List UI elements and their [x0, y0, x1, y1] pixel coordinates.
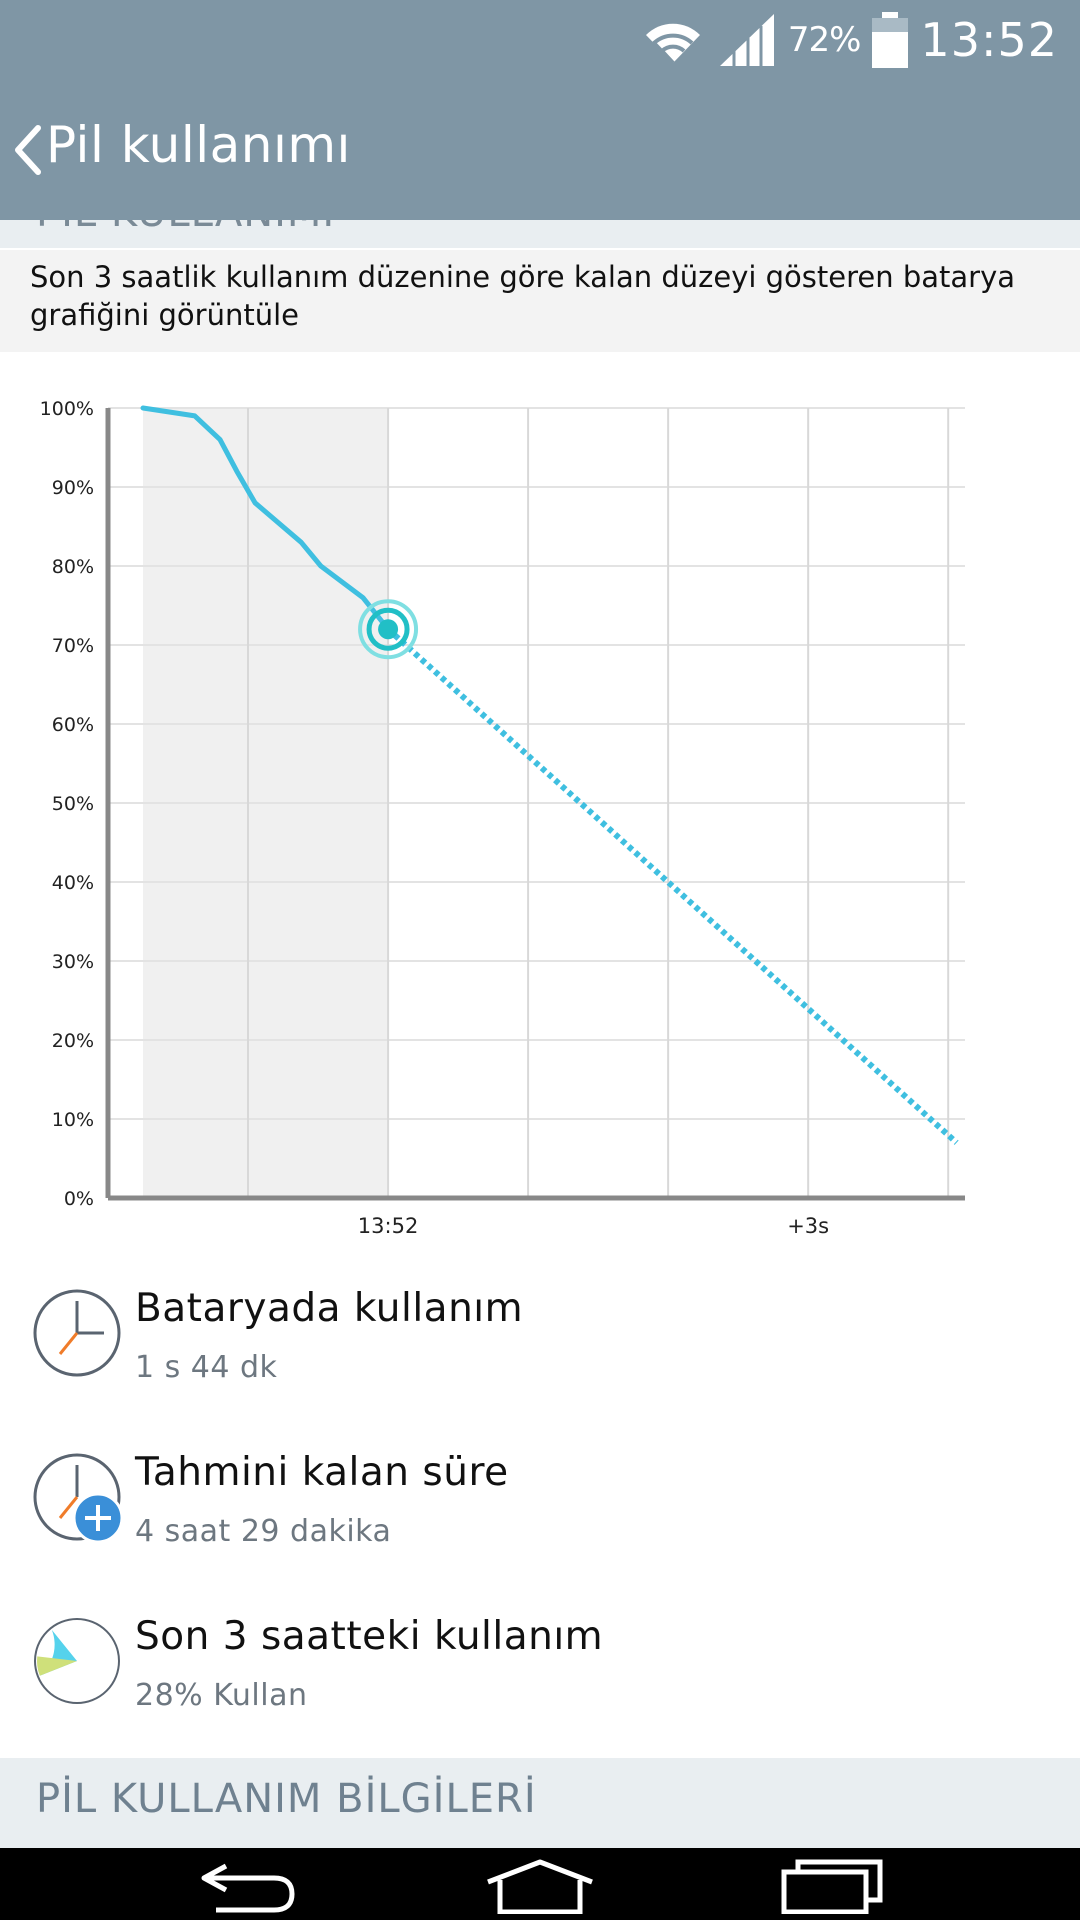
battery-percent: 72% — [787, 20, 862, 60]
status-bar: 72% 13:52 — [0, 0, 1080, 80]
page-title[interactable]: Pil kullanımı — [46, 116, 351, 174]
row-title: Son 3 saatteki kullanım — [135, 1614, 604, 1659]
navigation-bar — [0, 1848, 1080, 1920]
row-value: 28% Kullan — [135, 1678, 308, 1713]
recents-icon[interactable] — [780, 1858, 884, 1914]
app-bar: Pil kullanımı — [0, 80, 1080, 220]
y-tick-label: 90% — [52, 477, 94, 499]
back-icon[interactable] — [196, 1858, 300, 1914]
y-tick-label: 80% — [52, 556, 94, 578]
x-tick-label: +3s — [787, 1214, 829, 1238]
clock-plus-icon — [33, 1453, 124, 1544]
back-chevron-icon[interactable] — [8, 120, 48, 180]
wifi-icon — [645, 23, 700, 65]
battery-icon — [872, 12, 909, 68]
clock: 13:52 — [920, 13, 1058, 67]
y-tick-label: 40% — [52, 872, 94, 894]
row-title: Bataryada kullanım — [135, 1286, 524, 1331]
x-tick-label: 13:52 — [358, 1214, 419, 1238]
battery-chart-svg: 100% 90% 80% 70% 60% 50% 40% 30% 20% 10% 0% 13:52 +… — [40, 398, 965, 1238]
battery-chart: 100% 90% 80% 70% 60% 50% 40% 30% 20% 10% 0% 13:52 +… — [0, 352, 1080, 1252]
y-tick-label: 20% — [52, 1030, 94, 1052]
y-tick-label: 70% — [52, 635, 94, 657]
row-value: 4 saat 29 dakika — [135, 1514, 392, 1549]
current-marker-dot — [378, 619, 399, 640]
y-tick-label: 10% — [52, 1109, 94, 1131]
chart-description: Son 3 saatlik kullanım düzenine göre kal… — [0, 250, 1080, 352]
section-header-battery-usage: PİL KULLANIMI — [0, 220, 1080, 248]
home-icon[interactable] — [484, 1858, 596, 1914]
signal-icon — [719, 14, 774, 66]
usage-line — [140, 405, 391, 632]
y-tick-label: 0% — [64, 1188, 94, 1210]
forecast-line — [386, 626, 959, 1145]
section-header-battery-info: PİL KULLANIM BİLGİLERİ — [0, 1758, 1080, 1848]
row-remaining-time[interactable]: Tahmini kalan süre 4 saat 29 dakika — [0, 1432, 1080, 1596]
y-tick-label: 30% — [52, 951, 94, 973]
y-tick-label: 60% — [52, 714, 94, 736]
y-tick-label: 50% — [52, 793, 94, 815]
clock-icon — [33, 1289, 121, 1377]
current-marker-ring-inner — [366, 607, 410, 651]
row-battery-usage[interactable]: Bataryada kullanım 1 s 44 dk — [0, 1268, 1080, 1432]
y-tick-label: 100% — [40, 398, 94, 420]
pie-icon — [34, 1618, 120, 1704]
row-title: Tahmini kalan süre — [135, 1450, 509, 1495]
current-marker-ring — [358, 599, 419, 660]
row-last-3h-usage[interactable]: Son 3 saatteki kullanım 28% Kullan — [0, 1596, 1080, 1760]
row-value: 1 s 44 dk — [135, 1350, 278, 1385]
